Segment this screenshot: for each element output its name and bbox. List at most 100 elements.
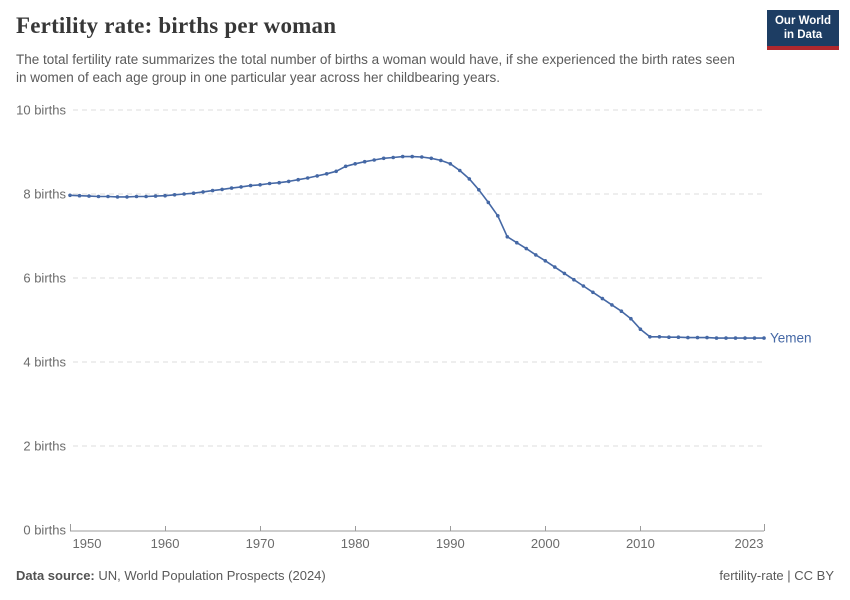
- x-tick-label: 2000: [531, 536, 560, 551]
- data-point[interactable]: [87, 194, 91, 198]
- data-point[interactable]: [134, 194, 139, 199]
- data-point[interactable]: [201, 190, 205, 194]
- entity-label-yemen[interactable]: Yemen: [770, 331, 812, 346]
- data-point[interactable]: [191, 191, 196, 195]
- data-point[interactable]: [448, 162, 453, 166]
- data-point[interactable]: [657, 335, 662, 339]
- data-point[interactable]: [172, 193, 177, 197]
- data-point[interactable]: [267, 181, 272, 186]
- data-point[interactable]: [705, 335, 709, 340]
- data-point[interactable]: [77, 193, 82, 198]
- data-point[interactable]: [315, 174, 320, 178]
- data-point[interactable]: [638, 327, 643, 332]
- data-point[interactable]: [553, 265, 557, 269]
- series-points-yemen[interactable]: [68, 154, 766, 340]
- data-point[interactable]: [210, 188, 215, 193]
- y-tick-label: 8 births: [23, 187, 66, 202]
- data-point[interactable]: [496, 214, 500, 218]
- data-point[interactable]: [115, 195, 120, 199]
- data-point[interactable]: [125, 195, 129, 199]
- data-point[interactable]: [486, 200, 491, 205]
- y-axis-labels: 0 births 2 births 4 births 6 births 8 births…: [16, 103, 66, 538]
- series-line-yemen[interactable]: [69, 155, 765, 339]
- data-point[interactable]: [752, 336, 757, 340]
- data-point[interactable]: [676, 335, 681, 340]
- data-point[interactable]: [400, 154, 405, 159]
- data-point[interactable]: [581, 284, 586, 288]
- data-point[interactable]: [515, 240, 519, 245]
- data-point[interactable]: [667, 335, 671, 340]
- data-point[interactable]: [68, 193, 72, 198]
- data-point[interactable]: [543, 259, 548, 263]
- data-point[interactable]: [277, 180, 282, 185]
- data-point[interactable]: [353, 162, 358, 166]
- data-point[interactable]: [296, 177, 301, 182]
- data-point[interactable]: [153, 194, 158, 198]
- data-point[interactable]: [420, 155, 424, 159]
- data-point[interactable]: [96, 194, 101, 199]
- y-tick-label: 4 births: [23, 355, 66, 370]
- data-point[interactable]: [248, 183, 253, 188]
- data-point[interactable]: [343, 164, 348, 169]
- data-point[interactable]: [229, 186, 234, 190]
- y-tick-label: 2 births: [23, 439, 66, 454]
- data-point[interactable]: [695, 335, 700, 340]
- data-point[interactable]: [724, 336, 728, 340]
- y-tick-label: 10 births: [16, 103, 66, 118]
- x-tick-label: 1950: [73, 536, 102, 551]
- data-point[interactable]: [762, 336, 766, 340]
- data-point[interactable]: [381, 156, 386, 161]
- data-point[interactable]: [182, 192, 186, 196]
- data-point[interactable]: [372, 158, 377, 162]
- x-axis: [70, 524, 765, 532]
- x-tick-label: 1990: [436, 536, 465, 551]
- data-point[interactable]: [305, 176, 310, 180]
- data-point[interactable]: [686, 335, 690, 340]
- data-point[interactable]: [163, 193, 167, 198]
- data-point[interactable]: [220, 187, 224, 192]
- gridlines: [73, 109, 764, 447]
- data-point[interactable]: [534, 253, 538, 257]
- data-point[interactable]: [619, 309, 624, 314]
- x-tick-label: 2023: [735, 536, 764, 551]
- x-tick-label: 1960: [151, 536, 180, 551]
- data-point[interactable]: [286, 179, 291, 184]
- data-point[interactable]: [524, 246, 529, 251]
- data-point[interactable]: [648, 335, 652, 339]
- x-axis-labels: 1950 1960 1970 1980 1990 2000 2010 2023: [73, 536, 764, 551]
- data-point[interactable]: [505, 235, 510, 239]
- data-point[interactable]: [714, 336, 719, 340]
- owid-logo[interactable]: Our World in Data: [767, 10, 839, 50]
- owid-logo-line1: Our World: [774, 15, 831, 27]
- data-point[interactable]: [562, 271, 567, 276]
- license-link[interactable]: fertility-rate | CC BY: [719, 568, 834, 583]
- x-tick-label: 1970: [246, 536, 275, 551]
- data-point[interactable]: [258, 183, 262, 187]
- y-tick-label: 0 births: [23, 523, 66, 538]
- data-point[interactable]: [733, 336, 738, 340]
- data-point[interactable]: [458, 168, 462, 173]
- data-point[interactable]: [324, 172, 329, 176]
- data-point[interactable]: [467, 177, 472, 181]
- data-point[interactable]: [600, 296, 605, 301]
- chart-footer: Data source: UN, World Population Prospe…: [16, 568, 834, 583]
- chart-subtitle: The total fertility rate summarizes the …: [16, 52, 735, 85]
- data-point[interactable]: [362, 159, 367, 164]
- data-point[interactable]: [106, 194, 110, 199]
- data-point[interactable]: [429, 156, 434, 161]
- data-point[interactable]: [239, 185, 243, 189]
- y-tick-label: 6 births: [23, 271, 66, 286]
- data-point[interactable]: [144, 194, 148, 199]
- owid-logo-line2: in Data: [783, 29, 823, 41]
- data-point[interactable]: [629, 316, 633, 321]
- data-point[interactable]: [610, 303, 614, 307]
- data-point[interactable]: [410, 154, 415, 159]
- data-point[interactable]: [477, 188, 481, 192]
- data-point[interactable]: [572, 277, 576, 282]
- data-point[interactable]: [391, 155, 396, 160]
- data-point[interactable]: [439, 158, 443, 163]
- data-point[interactable]: [743, 336, 747, 340]
- data-point[interactable]: [334, 169, 339, 174]
- data-point[interactable]: [591, 290, 595, 295]
